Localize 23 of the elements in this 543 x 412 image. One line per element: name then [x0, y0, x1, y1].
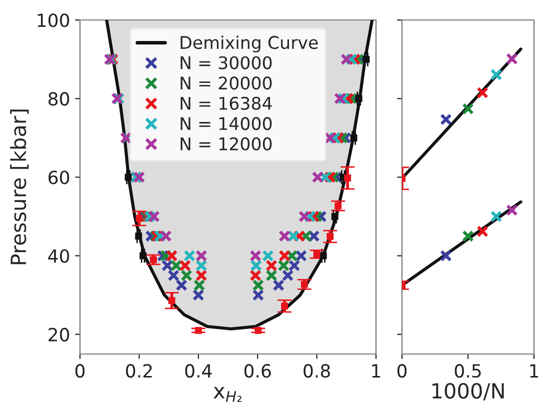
x-tick-label: 0.5: [454, 364, 481, 378]
x-tick-label: 0: [397, 364, 407, 378]
y-axis-title: Pressure [kbar]: [10, 110, 29, 264]
legend-label: Demixing Curve: [180, 36, 318, 52]
y-tick-label: 60: [48, 170, 70, 184]
y-tick-label: 20: [48, 328, 70, 342]
y-tick-label: 40: [48, 249, 70, 263]
x-axis-title: 1000/N: [432, 382, 504, 400]
x-tick-label: 0: [75, 364, 85, 378]
y-tick-label: 80: [48, 92, 70, 106]
legend-label: N = 30000: [180, 56, 272, 70]
x-tick-label: 0.6: [244, 364, 271, 378]
y-tick-label: 100: [38, 13, 70, 28]
x-tick-label: 0.8: [304, 364, 330, 378]
x-tick-label: 1: [530, 364, 538, 378]
legend-label: N = 14000: [180, 117, 272, 130]
x-axis-title: x$_{H₂}$: [214, 386, 242, 402]
x-tick-label: 0.2: [126, 364, 152, 378]
x-tick-label: 0.4: [185, 364, 212, 378]
legend-label: N = 20000: [180, 76, 272, 90]
legend-label: N = 12000: [180, 137, 272, 150]
x-tick-label: 1: [372, 364, 380, 378]
legend-label: N = 16384: [180, 96, 272, 110]
